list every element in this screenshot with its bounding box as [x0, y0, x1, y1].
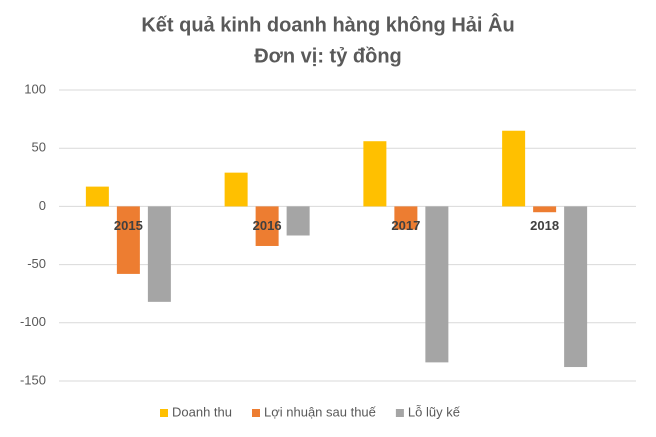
bar — [286, 206, 310, 236]
bar — [564, 206, 588, 368]
bar — [224, 172, 248, 207]
bar — [147, 206, 171, 302]
legend-label: Lỗ lũy kế — [408, 404, 461, 419]
bar — [394, 206, 418, 230]
legend-label: Lợi nhuận sau thuế — [264, 404, 377, 419]
bar — [363, 141, 387, 207]
y-tick-label: -50 — [27, 256, 46, 271]
legend-label: Doanh thu — [172, 404, 232, 419]
bar — [502, 130, 526, 207]
y-tick-label: 0 — [39, 198, 46, 213]
bar — [116, 206, 140, 274]
bar — [255, 206, 279, 246]
legend-swatch — [252, 409, 260, 417]
bar — [85, 186, 109, 207]
legend-swatch — [160, 409, 168, 417]
y-tick-label: 50 — [32, 140, 46, 155]
x-tick-label: 2016 — [253, 218, 282, 233]
chart-title: Kết quả kinh doanh hàng không Hải Âu — [141, 12, 514, 36]
x-tick-label: 2017 — [391, 218, 420, 233]
y-tick-label: -100 — [20, 314, 46, 329]
y-tick-label: -150 — [20, 372, 46, 387]
chart-subtitle: Đơn vị: tỷ đồng — [254, 45, 402, 67]
bar — [425, 206, 449, 363]
x-tick-label: 2018 — [530, 218, 559, 233]
legend-swatch — [395, 409, 404, 417]
x-tick-label: 2015 — [114, 218, 143, 233]
y-tick-label: 100 — [24, 81, 46, 96]
bar — [533, 206, 557, 213]
